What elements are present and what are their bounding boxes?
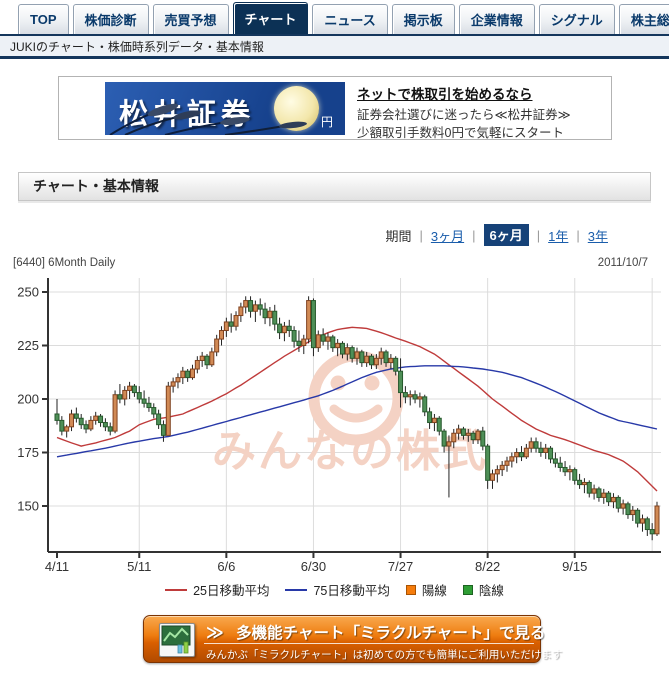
miracle-chart-button[interactable]: ≫ 多機能チャート「ミラクルチャート」で見る みんかぶ「ミラクルチャート」は初め… (143, 615, 563, 663)
cta-title-text: 多機能チャート「ミラクルチャート」で見る (236, 625, 546, 642)
svg-text:200: 200 (17, 392, 39, 407)
legend-ma25: 25日移動平均 (165, 580, 269, 599)
bearish-candle-swatch (462, 584, 473, 595)
period-separator: | (536, 227, 541, 243)
period-option-3y[interactable]: 3年 (587, 228, 608, 244)
period-separator: | (419, 227, 423, 243)
yen-label: 円 (320, 115, 333, 129)
ad-copy-line2: 証券会社選びに迷ったら≪松井証券≫ (357, 108, 571, 122)
svg-text:5/11: 5/11 (127, 559, 151, 574)
ad-text-block: ネットで株取引を始めるなら 証券会社選びに迷ったら≪松井証券≫ 少額取引手数料0… (357, 83, 607, 142)
period-option-6m-selected[interactable]: 6ヶ月 (483, 224, 529, 246)
pampas-grass-decoration (109, 103, 307, 135)
svg-text:7/27: 7/27 (388, 559, 413, 574)
cta-subtitle: みんかぶ「ミラクルチャート」は初めての方でも簡単にご利用いただけます (206, 649, 563, 661)
legend-ma75: 75日移動平均 (285, 580, 390, 599)
svg-text:150: 150 (17, 499, 39, 514)
watermark: みんなの株式 (212, 350, 488, 476)
candlestick-chart: みんなの株式 250 225 200 175 150 4/11 5/11 6/6 6/30 7/2… (17, 278, 661, 574)
legend-bullish: 陽線 (405, 580, 447, 599)
legend-bullish-label: 陽線 (421, 584, 447, 598)
breadcrumb: JUKIのチャート・株価時系列データ・基本情報 (10, 39, 264, 54)
chart-date: 2011/10/7 (597, 257, 648, 269)
chart-code-label: [6440] 6Month Daily (13, 257, 116, 269)
bullish-candle-swatch (405, 584, 416, 595)
ma25-line-swatch (165, 588, 188, 591)
tab-signal[interactable]: シグナル (538, 4, 615, 34)
legend-bearish: 陰線 (462, 580, 504, 599)
double-chevron-icon: ≫ (206, 623, 224, 642)
watermark-text: みんなの株式 (212, 427, 488, 476)
tab-shareholders-meeting[interactable]: 株主総会 (618, 4, 669, 34)
legend-ma25-label: 25日移動平均 (193, 584, 270, 598)
ad-banner[interactable]: 松井証券 円 ネットで株取引を始めるなら 証券会社選びに迷ったら≪松井証券≫ 少… (58, 76, 612, 140)
svg-text:175: 175 (17, 445, 39, 460)
top-tab-bar: TOP 株価診断 売買予想 チャート ニュース 掲示板 企業情報 シグナル 株主… (0, 0, 669, 36)
tab-news[interactable]: ニュース (312, 4, 388, 34)
legend-bearish-label: 陰線 (478, 584, 504, 598)
chart-icon (159, 623, 195, 657)
section-title: チャート・基本情報 (33, 178, 159, 194)
tab-stock-diagnosis[interactable]: 株価診断 (72, 4, 149, 34)
cta-title: ≫ 多機能チャート「ミラクルチャート」で見る (206, 621, 545, 643)
period-option-3m[interactable]: 3ヶ月 (430, 228, 465, 244)
cta-divider (204, 643, 534, 644)
period-selector: 期間 | 3ヶ月 | 6ヶ月 | 1年 | 3年 (385, 224, 608, 246)
ma75-line-swatch (285, 588, 308, 591)
tab-bulletin-board[interactable]: 掲示板 (391, 4, 455, 34)
svg-text:6/6: 6/6 (217, 559, 235, 574)
period-separator: | (472, 227, 476, 243)
breadcrumb-bar: JUKIのチャート・株価時系列データ・基本情報 (0, 36, 669, 59)
legend-ma75-label: 75日移動平均 (313, 584, 390, 598)
tab-chart[interactable]: チャート (232, 2, 309, 34)
tab-company-info[interactable]: 企業情報 (458, 4, 535, 34)
svg-text:9/15: 9/15 (562, 559, 587, 574)
tab-top[interactable]: TOP (18, 4, 69, 34)
section-header: チャート・基本情報 (18, 172, 651, 201)
svg-text:8/22: 8/22 (475, 559, 500, 574)
chart-legend: 25日移動平均 75日移動平均 陽線 陰線 (0, 580, 669, 599)
ad-headline[interactable]: ネットで株取引を始めるなら (357, 87, 533, 102)
tab-trade-forecast[interactable]: 売買予想 (152, 4, 229, 34)
svg-text:4/11: 4/11 (45, 559, 69, 574)
svg-text:6/30: 6/30 (301, 559, 326, 574)
ad-copy-line3: 少額取引手数料0円で気軽にスタート (357, 126, 564, 140)
period-label: 期間 (385, 228, 412, 244)
ad-brand-image: 松井証券 円 (105, 82, 345, 135)
svg-text:250: 250 (17, 285, 39, 300)
svg-text:225: 225 (17, 338, 39, 353)
period-option-1y[interactable]: 1年 (548, 228, 569, 244)
period-separator: | (576, 227, 580, 243)
